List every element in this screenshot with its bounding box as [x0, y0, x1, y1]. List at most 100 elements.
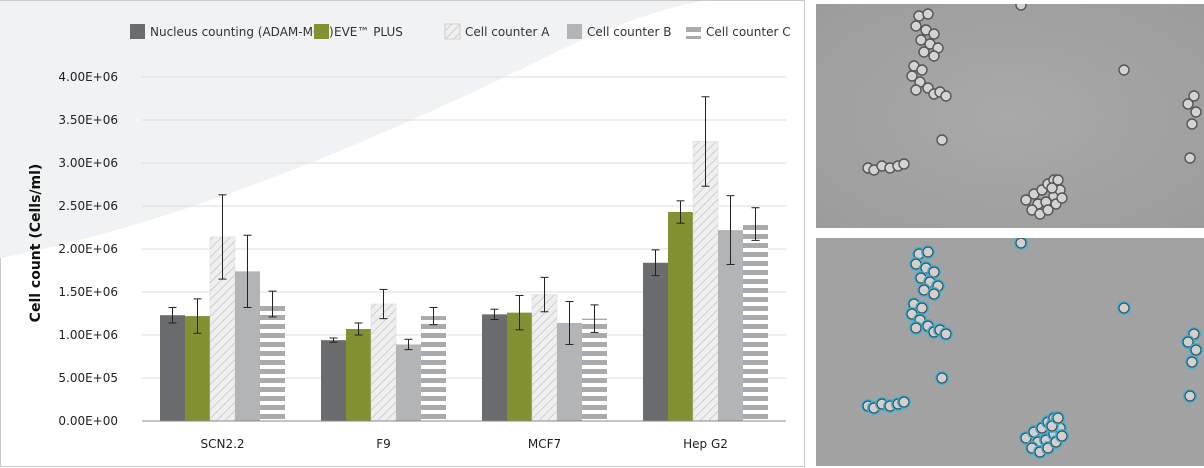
y-axis-label: Cell count (Cells/ml): [28, 164, 44, 323]
cell: [1015, 4, 1027, 11]
cell: [1020, 194, 1032, 206]
cell: [910, 20, 922, 32]
y-tick-label: 4.00E+06: [58, 70, 118, 84]
legend-swatch: [314, 24, 329, 39]
cell: [928, 28, 940, 40]
cell: [936, 134, 948, 146]
cell: [1118, 64, 1130, 76]
bar: [370, 303, 397, 422]
error-bars: [168, 96, 760, 351]
x-tick-label: MCF7: [528, 437, 561, 451]
cell: [936, 372, 948, 384]
bar-chart: 0.00E+00 5.00E+05 1.00E+06 1.50E+06 2.00E+06…: [0, 0, 805, 467]
cell: [1118, 302, 1130, 314]
count-outline: [1055, 429, 1069, 443]
y-tick-label: 2.50E+06: [58, 199, 118, 213]
cell: [1186, 356, 1198, 368]
cell: [913, 10, 925, 22]
y-tick-label: 2.00E+06: [58, 242, 118, 256]
x-tick-label: Hep G2: [683, 437, 728, 451]
legend-swatch: [130, 24, 145, 39]
y-tick-label: 5.00E+05: [58, 371, 118, 385]
legend-swatch: [686, 24, 701, 39]
bar: [346, 328, 371, 421]
cell: [1182, 98, 1194, 110]
bar: [160, 315, 185, 421]
bar: [482, 314, 507, 421]
cell-cluster: [862, 4, 1202, 220]
cell: [1052, 412, 1064, 424]
bar: [643, 262, 668, 421]
bar: [507, 312, 532, 421]
counted-cells-svg: [816, 238, 1204, 466]
cell: [910, 322, 922, 334]
cell: [1056, 192, 1068, 204]
counted-cell-cluster: [861, 238, 1203, 459]
count-outline: [939, 327, 953, 341]
cell: [1015, 238, 1027, 249]
count-outline: [897, 395, 911, 409]
cell: [922, 8, 934, 20]
cell: [916, 302, 928, 314]
cell: [1184, 152, 1196, 164]
counted-cells-image: [816, 238, 1204, 466]
bar: [692, 141, 719, 422]
count-outline: [1181, 335, 1195, 349]
cell: [1052, 174, 1064, 186]
count-outline: [927, 287, 941, 301]
cell: [910, 84, 922, 96]
count-outline: [1014, 238, 1028, 250]
background-swoosh: [0, 1, 705, 258]
y-tick-label: 3.00E+06: [58, 156, 118, 170]
bar: [421, 316, 446, 421]
cell: [1184, 390, 1196, 402]
cell: [916, 64, 928, 76]
cell: [898, 396, 910, 408]
legend: Nucleus counting (ADAM-MC2) EVE™ PLUS Cell…: [130, 23, 791, 40]
cell: [1056, 430, 1068, 442]
cell: [1188, 90, 1200, 102]
cell: [1042, 204, 1054, 216]
count-outline: [1189, 343, 1203, 357]
x-tick-label: F9: [376, 437, 391, 451]
cell: [1186, 118, 1198, 130]
legend-entry: Cell counter C: [706, 25, 791, 39]
cell: [1046, 182, 1058, 194]
cell: [1190, 344, 1202, 356]
count-outline: [1117, 301, 1131, 315]
cell: [1182, 336, 1194, 348]
legend-entry: EVE™ PLUS: [334, 25, 403, 39]
cell: [906, 70, 918, 82]
bar: [260, 304, 285, 421]
y-tick-labels: 0.00E+00 5.00E+05 1.00E+06 1.50E+06 2.00E+06…: [58, 70, 118, 428]
cell: [928, 288, 940, 300]
x-tick-labels: SCN2.2 F9 MCF7 Hep G2: [200, 437, 727, 451]
cell: [918, 46, 930, 58]
cell: [898, 158, 910, 170]
count-outline: [935, 371, 949, 385]
cell: [1190, 106, 1202, 118]
legend-entry: Nucleus counting (ADAM-MC2): [150, 25, 334, 39]
bar: [321, 340, 346, 421]
count-outline: [1185, 355, 1199, 369]
y-tick-label: 3.50E+06: [58, 113, 118, 127]
bar: [396, 344, 421, 421]
legend-swatch: [444, 23, 461, 40]
legend-entry: Cell counter A: [465, 25, 550, 39]
count-outline: [921, 245, 935, 259]
y-tick-label: 1.00E+06: [58, 328, 118, 342]
bar: [531, 294, 558, 422]
legend-swatch: [567, 24, 582, 39]
brightfield-cells-svg: [816, 4, 1204, 228]
count-outline: [1051, 411, 1065, 425]
brightfield-cells-image: [816, 4, 1204, 228]
cell: [922, 246, 934, 258]
bars: [160, 141, 768, 422]
y-tick-label: 0.00E+00: [58, 414, 118, 428]
bar: [582, 318, 607, 421]
cell: [928, 50, 940, 62]
cell: [940, 328, 952, 340]
count-outline: [1183, 389, 1197, 403]
legend-entry: Cell counter B: [587, 25, 671, 39]
bar: [668, 212, 693, 421]
